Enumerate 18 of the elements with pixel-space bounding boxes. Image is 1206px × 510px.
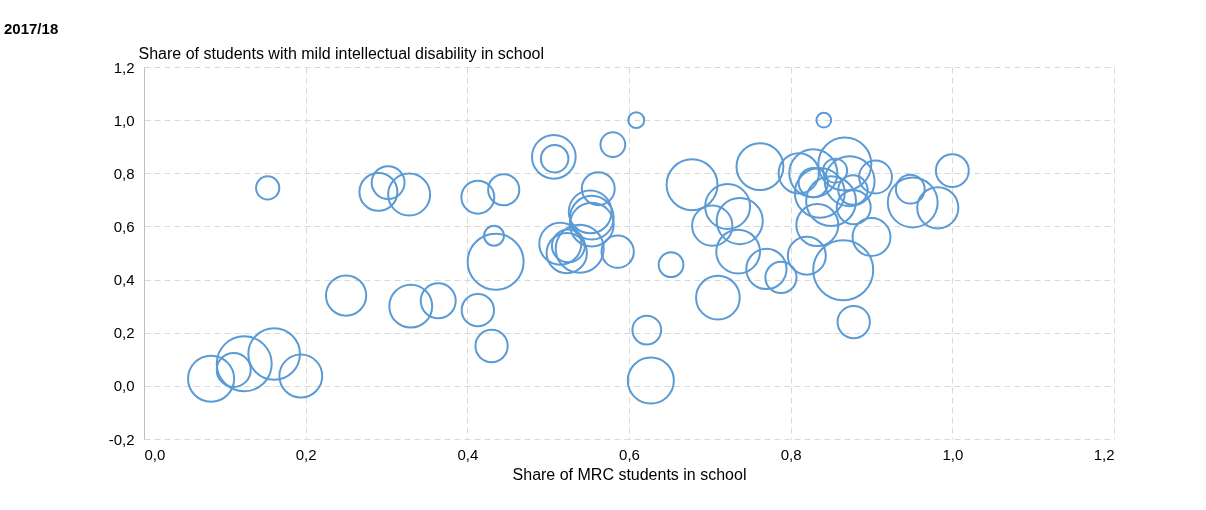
- x-tick-label: 1,0: [942, 445, 964, 463]
- x-tick-label: 0,8: [780, 445, 802, 463]
- y-tick-label: 0,2: [113, 324, 135, 342]
- x-tick-label: 0,0: [144, 445, 166, 463]
- x-tick-label: 0,2: [295, 445, 317, 463]
- y-axis-title: Share of students with mild intellectual disability in school: [138, 44, 545, 62]
- y-tick-label: 0,8: [113, 164, 135, 182]
- chart-title: 2017/18: [4, 20, 59, 37]
- y-tick-label: -0,2: [108, 430, 135, 448]
- x-tick-label: 0,6: [619, 445, 640, 463]
- y-tick-label: 0,0: [113, 377, 135, 395]
- y-tick-label: 1,0: [113, 111, 135, 129]
- x-tick-label: 0,4: [457, 445, 479, 463]
- x-tick-label: 1,2: [1093, 445, 1115, 463]
- x-axis-title: Share of MRC students in school: [512, 465, 747, 483]
- y-tick-label: 1,2: [113, 58, 135, 76]
- y-tick-label: 0,6: [113, 217, 135, 235]
- y-tick-label: 0,4: [113, 271, 135, 289]
